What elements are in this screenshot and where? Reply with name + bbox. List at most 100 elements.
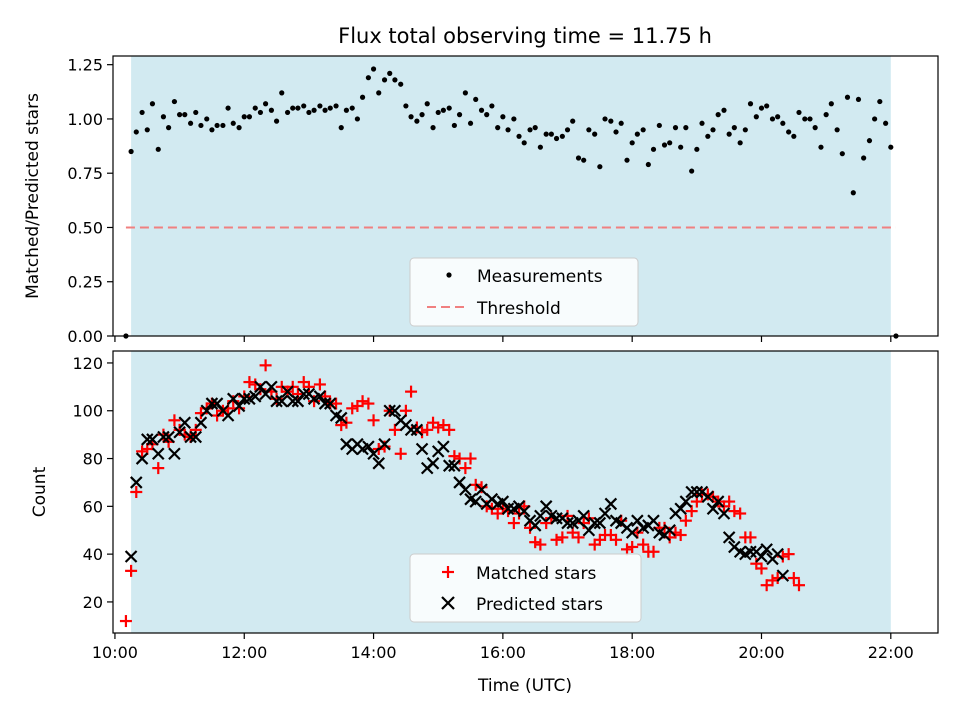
matched-star-point bbox=[685, 505, 698, 518]
measurement-point bbox=[484, 112, 490, 118]
measurement-point bbox=[338, 125, 344, 131]
measurement-point bbox=[290, 105, 296, 111]
matched-star-point bbox=[119, 615, 132, 628]
predicted-star-point bbox=[157, 430, 170, 444]
predicted-star-point bbox=[135, 452, 149, 465]
measurement-point bbox=[354, 116, 360, 122]
predicted-star-point bbox=[496, 495, 510, 508]
predicted-star-point bbox=[237, 392, 251, 406]
matched-star-point bbox=[637, 538, 650, 551]
predicted-star-point bbox=[604, 497, 618, 511]
predicted-star-point bbox=[469, 495, 482, 508]
predicted-star-point bbox=[129, 476, 143, 489]
measurement-point bbox=[489, 103, 495, 109]
measurement-point bbox=[737, 140, 743, 146]
measurement-point bbox=[500, 114, 506, 120]
measurement-point bbox=[672, 125, 679, 131]
measurement-point bbox=[678, 144, 684, 150]
matched-star-point bbox=[388, 423, 401, 436]
count-panel: 20 40 60 80 100 120 10:00 12:00 14:00 16:00 18:00… bbox=[30, 350, 939, 696]
measurement-point bbox=[327, 105, 333, 111]
measurement-point bbox=[689, 168, 695, 174]
predicted-star-point bbox=[561, 516, 574, 530]
measurement-point bbox=[581, 157, 587, 163]
measurement-point bbox=[521, 140, 527, 146]
predicted-star-point bbox=[334, 411, 348, 425]
matched-star-point bbox=[679, 514, 692, 527]
measurement-point bbox=[780, 120, 786, 126]
measurement-point bbox=[273, 118, 280, 124]
measurement-point bbox=[505, 127, 511, 133]
predicted-star-point bbox=[588, 516, 601, 530]
predicted-star-point bbox=[437, 440, 450, 453]
predicted-star-point bbox=[577, 509, 590, 523]
predicted-star-point bbox=[281, 385, 294, 398]
matched-star-point bbox=[723, 495, 736, 508]
measurement-point bbox=[731, 125, 737, 131]
measurement-point bbox=[775, 114, 781, 120]
measurement-point bbox=[802, 116, 808, 122]
measurement-point bbox=[705, 133, 711, 139]
measurement-points bbox=[123, 66, 899, 339]
count-y-tick-label: 100 bbox=[72, 402, 103, 421]
predicted-star-point bbox=[232, 399, 246, 413]
measurement-point bbox=[726, 131, 732, 137]
matched-star-point bbox=[782, 548, 795, 561]
legend-predicted-marker bbox=[441, 596, 455, 610]
measurement-point bbox=[128, 148, 134, 155]
measurement-point bbox=[667, 140, 673, 146]
measurement-point bbox=[467, 120, 474, 126]
matched-star-point bbox=[432, 421, 445, 434]
measurement-point bbox=[268, 107, 275, 113]
measurement-point bbox=[322, 107, 328, 113]
measurement-point bbox=[650, 146, 657, 152]
measurement-point bbox=[564, 127, 571, 133]
predicted-star-point bbox=[286, 394, 300, 408]
measurement-point bbox=[812, 125, 818, 131]
measurement-point bbox=[133, 129, 139, 135]
count-x-tick-label: 16:00 bbox=[480, 643, 526, 662]
predicted-star-point bbox=[367, 447, 380, 461]
matched-star-point bbox=[464, 452, 477, 465]
measurement-point bbox=[387, 70, 393, 76]
measurement-point bbox=[252, 105, 258, 111]
measurement-point bbox=[236, 125, 242, 131]
measurement-point bbox=[656, 122, 662, 129]
measurement-point bbox=[462, 90, 468, 96]
measurement-point bbox=[618, 120, 624, 126]
measurement-point bbox=[543, 131, 549, 137]
measurement-point bbox=[888, 144, 894, 150]
measurement-point bbox=[844, 94, 851, 100]
matched-star-point bbox=[367, 414, 380, 427]
count-y-tick-label: 40 bbox=[83, 545, 103, 564]
matched-star-point bbox=[572, 531, 585, 544]
matched-star-point bbox=[529, 536, 542, 549]
measurement-point bbox=[758, 105, 765, 111]
predicted-star-point bbox=[706, 502, 720, 516]
measurement-point bbox=[602, 116, 608, 122]
predicted-star-point bbox=[270, 394, 283, 408]
measurement-point bbox=[661, 142, 668, 148]
measurement-point bbox=[241, 114, 247, 120]
matched-star-point bbox=[243, 376, 256, 389]
predicted-star-point bbox=[647, 514, 660, 527]
ratio-legend-box bbox=[409, 257, 639, 327]
predicted-star-point bbox=[323, 397, 337, 410]
predicted-star-point bbox=[265, 380, 278, 394]
matched-star-point bbox=[330, 397, 343, 410]
matched-star-point bbox=[626, 540, 639, 553]
predicted-star-point bbox=[151, 447, 165, 461]
measurement-point bbox=[575, 155, 582, 161]
measurement-point bbox=[225, 105, 231, 111]
ratio-axes-frame bbox=[112, 55, 939, 337]
matched-star-point bbox=[550, 533, 563, 546]
predicted-star-point bbox=[248, 390, 262, 403]
predicted-star-point bbox=[162, 430, 175, 444]
measurement-point bbox=[791, 133, 797, 139]
measurement-point bbox=[456, 112, 463, 118]
measurement-point bbox=[694, 146, 700, 152]
predicted-star-point bbox=[194, 416, 208, 429]
measurement-point bbox=[861, 155, 867, 161]
matched-star-point bbox=[453, 452, 466, 465]
ratio-y-tick-label: 1.00 bbox=[67, 110, 103, 129]
